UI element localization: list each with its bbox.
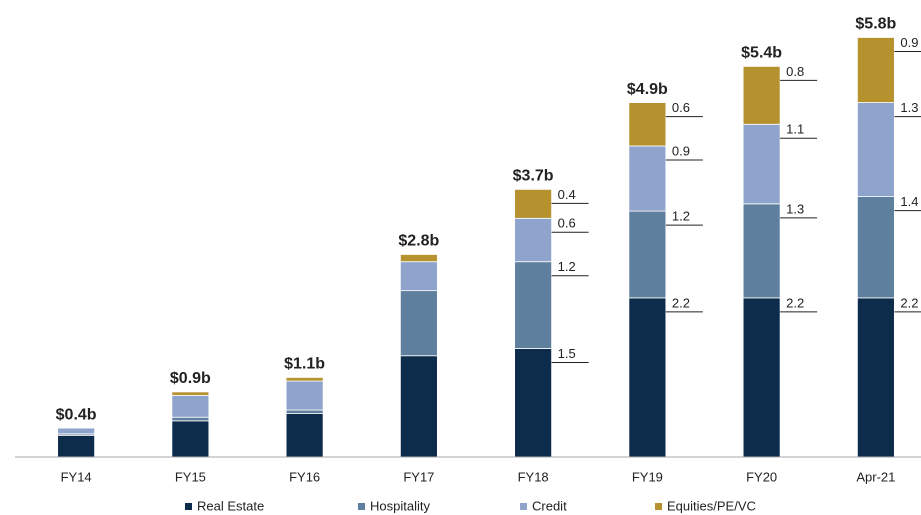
total-label: $1.1b: [284, 356, 325, 373]
legend-swatch: [520, 503, 527, 510]
bar-segment: [628, 297, 667, 458]
bar-segment: [856, 37, 895, 103]
bar-segment: [399, 254, 438, 263]
bar-segment: [856, 297, 895, 458]
bar-segment: [171, 416, 210, 422]
bar-segment: [399, 355, 438, 458]
bar-segment: [742, 203, 781, 299]
value-label: 2.2: [672, 295, 690, 310]
bar-segment: [628, 145, 667, 212]
bar-segment: [742, 66, 781, 125]
x-tick-label: FY17: [403, 469, 434, 484]
bar-segment: [514, 348, 553, 458]
value-label: 1.4: [900, 194, 918, 209]
value-label: 2.2: [900, 295, 918, 310]
value-label: 1.2: [672, 209, 690, 224]
total-label: $3.7b: [513, 168, 554, 185]
bar-segment: [285, 377, 324, 382]
bar-segment: [171, 395, 210, 418]
value-label: 1.3: [786, 201, 804, 216]
value-label: 0.8: [786, 64, 804, 79]
bar-segment: [514, 261, 553, 349]
value-label: 0.6: [672, 100, 690, 115]
bar-segment: [399, 261, 438, 292]
legend-swatch: [358, 503, 365, 510]
value-label: 1.3: [900, 100, 918, 115]
bar-segment: [171, 391, 210, 396]
legend-label: Equities/PE/VC: [667, 498, 756, 513]
value-label: 0.6: [558, 216, 576, 231]
bar-segment: [514, 188, 553, 219]
total-label: $5.4b: [741, 45, 782, 62]
bar-segment: [57, 434, 96, 458]
bar-segment: [856, 102, 895, 197]
bar-segment: [171, 420, 210, 458]
x-tick-label: FY16: [289, 469, 320, 484]
x-tick-label: FY14: [61, 469, 92, 484]
value-label: 2.2: [786, 295, 804, 310]
bar-segment: [399, 290, 438, 357]
total-label: $0.9b: [170, 370, 211, 387]
value-label: 1.2: [558, 259, 576, 274]
value-label: 1.1: [786, 122, 804, 137]
legend-label: Real Estate: [197, 498, 264, 513]
legend-label: Hospitality: [370, 498, 430, 513]
x-tick-label: FY18: [518, 469, 549, 484]
legend-label: Credit: [532, 498, 567, 513]
x-tick-label: Apr-21: [856, 469, 895, 484]
bar-segment: [514, 217, 553, 263]
value-label: 0.9: [900, 35, 918, 50]
bar-segment: [628, 210, 667, 299]
total-label: $2.8b: [398, 233, 439, 250]
total-label: $5.8b: [855, 16, 896, 33]
bar-segment: [742, 123, 781, 205]
total-label: $4.9b: [627, 81, 668, 98]
value-label: 1.5: [558, 346, 576, 361]
legend-swatch: [185, 503, 192, 510]
x-tick-label: FY15: [175, 469, 206, 484]
bar-segment: [285, 380, 324, 411]
bar-segment: [285, 409, 324, 415]
value-label: 0.9: [672, 143, 690, 158]
x-tick-label: FY20: [746, 469, 777, 484]
value-label: 0.4: [558, 187, 576, 202]
bar-segment: [285, 413, 324, 458]
bar-segment: [628, 102, 667, 147]
legend-swatch: [655, 503, 662, 510]
bar-segment: [57, 427, 96, 435]
bar-segment: [856, 196, 895, 299]
bar-segment: [742, 297, 781, 458]
total-label: $0.4b: [56, 406, 97, 423]
x-tick-label: FY19: [632, 469, 663, 484]
